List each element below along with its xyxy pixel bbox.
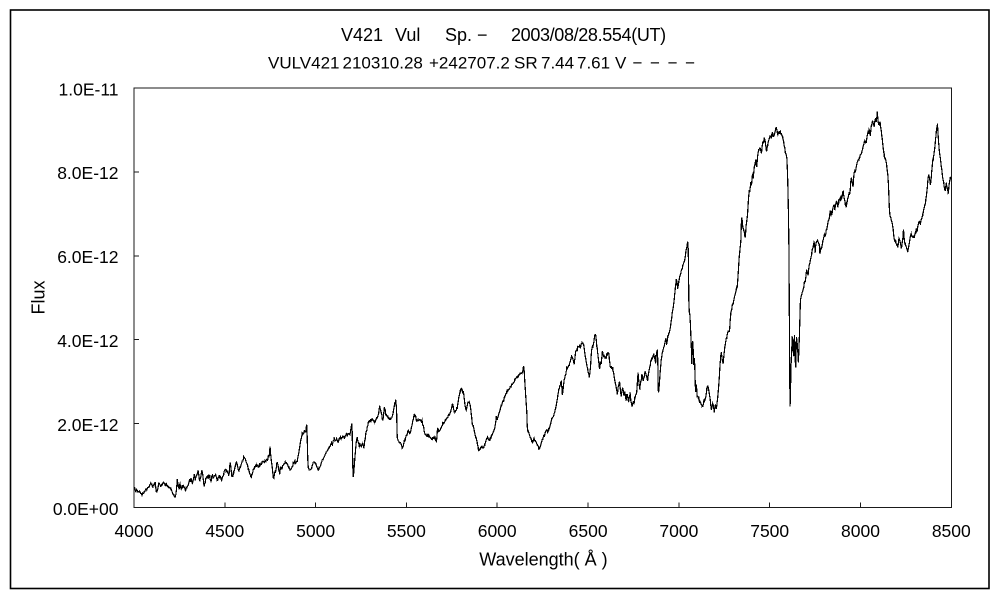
svg-text:4000: 4000 <box>115 521 154 541</box>
svg-text:7500: 7500 <box>750 521 789 541</box>
svg-text:0.0E+00: 0.0E+00 <box>53 499 119 519</box>
svg-text:8500: 8500 <box>932 521 971 541</box>
svg-text:7.61: 7.61 <box>577 54 610 73</box>
svg-text:Flux: Flux <box>29 280 49 314</box>
svg-text:1.0E-11: 1.0E-11 <box>59 79 119 99</box>
svg-text:4500: 4500 <box>205 521 244 541</box>
svg-text:Vul: Vul <box>395 25 420 45</box>
svg-text:SR: SR <box>514 54 538 73</box>
svg-text:8000: 8000 <box>841 521 880 541</box>
svg-text:6500: 6500 <box>569 521 608 541</box>
svg-text:2003/08/28.554(UT): 2003/08/28.554(UT) <box>511 25 666 45</box>
svg-text:6.0E-12: 6.0E-12 <box>57 247 118 267</box>
svg-text:Wavelength( Å ): Wavelength( Å ) <box>479 550 607 570</box>
svg-text:210310.28: 210310.28 <box>343 54 423 73</box>
svg-text:VULV421: VULV421 <box>268 54 340 73</box>
svg-text:V: V <box>615 54 627 73</box>
svg-text:7000: 7000 <box>659 521 698 541</box>
svg-text:V421: V421 <box>341 25 383 45</box>
svg-text:+242707.2: +242707.2 <box>429 54 510 73</box>
svg-text:Sp. −: Sp. − <box>445 25 488 45</box>
svg-text:5500: 5500 <box>387 521 426 541</box>
svg-text:8.0E-12: 8.0E-12 <box>57 163 118 183</box>
svg-text:4.0E-12: 4.0E-12 <box>57 331 118 351</box>
svg-text:6000: 6000 <box>478 521 517 541</box>
svg-text:2.0E-12: 2.0E-12 <box>57 415 118 435</box>
svg-text:− − − −: − − − − <box>633 54 696 73</box>
svg-text:7.44: 7.44 <box>541 54 574 73</box>
svg-text:5000: 5000 <box>296 521 335 541</box>
